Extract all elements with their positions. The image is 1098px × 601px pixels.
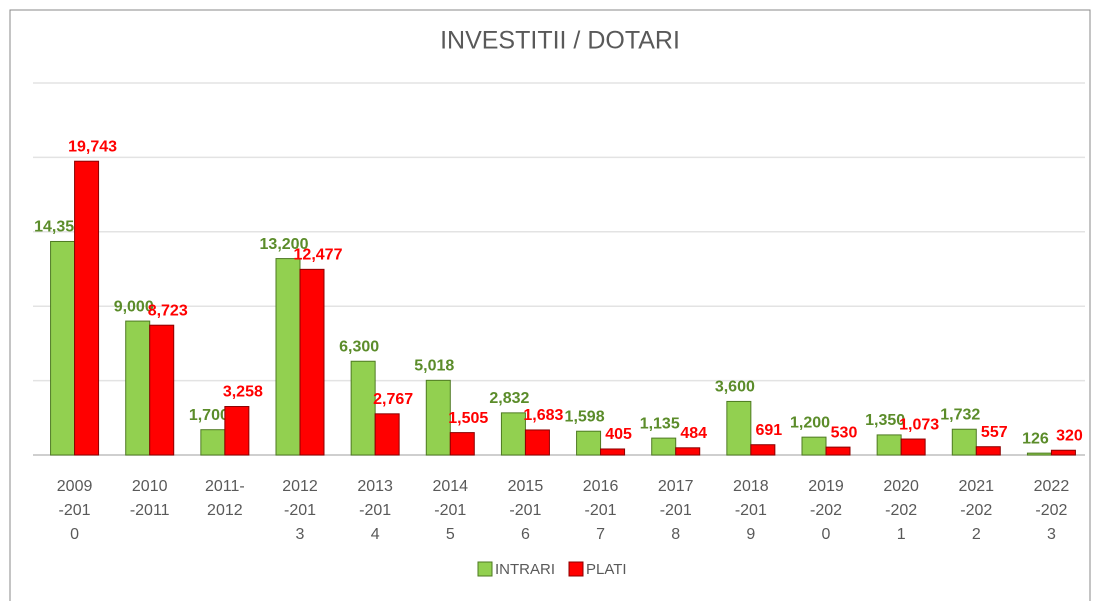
x-tick-label: 2020-2021 xyxy=(883,478,919,543)
bar xyxy=(600,448,626,456)
bar xyxy=(876,434,902,456)
bar xyxy=(1026,452,1052,456)
bar xyxy=(74,160,100,456)
bar xyxy=(1050,449,1076,456)
legend-label: INTRARI xyxy=(495,561,555,578)
data-label: 484 xyxy=(680,425,707,442)
bar xyxy=(350,360,376,456)
data-label: 9,000 xyxy=(114,298,154,315)
bar xyxy=(149,324,175,456)
bar xyxy=(125,320,151,456)
x-tick-label: 2018-2019 xyxy=(733,478,769,543)
x-tick-label: 2022-2023 xyxy=(1033,478,1070,543)
x-tick-label: 2009-2010 xyxy=(56,478,93,543)
chart-frame xyxy=(9,9,1091,601)
data-label: 5,018 xyxy=(414,358,454,375)
x-tick-label: 2013-2014 xyxy=(357,478,393,543)
data-label: 1,700 xyxy=(189,407,229,424)
bar xyxy=(675,447,701,456)
bar xyxy=(951,428,977,456)
bar xyxy=(224,406,250,456)
data-label: 1,683 xyxy=(523,407,563,424)
x-tick-label: 2015-2016 xyxy=(507,478,544,543)
data-label: 1,732 xyxy=(940,406,980,423)
data-label: 3,600 xyxy=(715,379,755,396)
data-label: 530 xyxy=(831,424,858,441)
legend-label: PLATI xyxy=(586,561,627,578)
data-label: 2,767 xyxy=(373,391,413,408)
bar xyxy=(425,379,451,456)
data-label: 3,258 xyxy=(223,384,263,401)
data-label: 405 xyxy=(605,426,632,443)
data-label: 6,300 xyxy=(339,338,379,355)
data-label: 2,832 xyxy=(489,390,529,407)
bar xyxy=(750,444,776,456)
x-tick-label: 2019-2020 xyxy=(808,478,844,543)
bar xyxy=(50,240,76,456)
bar xyxy=(524,429,550,456)
x-tick-label: 2021-2022 xyxy=(958,478,995,543)
data-label: 8,723 xyxy=(148,302,188,319)
data-label: 1,073 xyxy=(899,416,939,433)
bar xyxy=(726,400,752,456)
data-label: 19,743 xyxy=(68,138,117,155)
data-label: 12,477 xyxy=(294,247,343,264)
x-tick-label: 2017-2018 xyxy=(657,478,694,543)
x-tick-label: 2012-2013 xyxy=(282,478,318,543)
bar xyxy=(975,446,1001,456)
data-label: 691 xyxy=(756,422,783,439)
bar xyxy=(275,258,301,456)
bar xyxy=(900,438,926,456)
data-label: 13,200 xyxy=(260,236,309,253)
x-tick-label: 2014-2015 xyxy=(432,478,469,543)
bar xyxy=(801,436,827,456)
data-label: 320 xyxy=(1056,427,1083,444)
data-label: 1,200 xyxy=(790,414,830,431)
data-label: 1,350 xyxy=(865,412,905,429)
bar xyxy=(449,432,475,456)
legend-swatch xyxy=(477,561,493,577)
bar xyxy=(500,412,526,456)
bar xyxy=(200,429,226,456)
bar xyxy=(576,430,602,456)
legend-swatch xyxy=(568,561,584,577)
data-label: 1,598 xyxy=(565,408,605,425)
x-tick-label: 2016-2017 xyxy=(582,478,619,543)
chart-title: INVESTITII / DOTARI xyxy=(440,27,680,55)
x-tick-label: 2011-2012 xyxy=(204,478,245,519)
x-tick-label: 2010-2011 xyxy=(129,478,170,519)
data-label: 126 xyxy=(1022,430,1049,447)
bar xyxy=(651,437,677,456)
bar xyxy=(374,413,400,456)
data-label: 14,350 xyxy=(34,219,83,236)
bar xyxy=(825,446,851,456)
bar xyxy=(299,268,325,456)
data-label: 1,505 xyxy=(448,410,488,427)
data-label: 557 xyxy=(981,424,1008,441)
data-label: 1,135 xyxy=(640,415,680,432)
